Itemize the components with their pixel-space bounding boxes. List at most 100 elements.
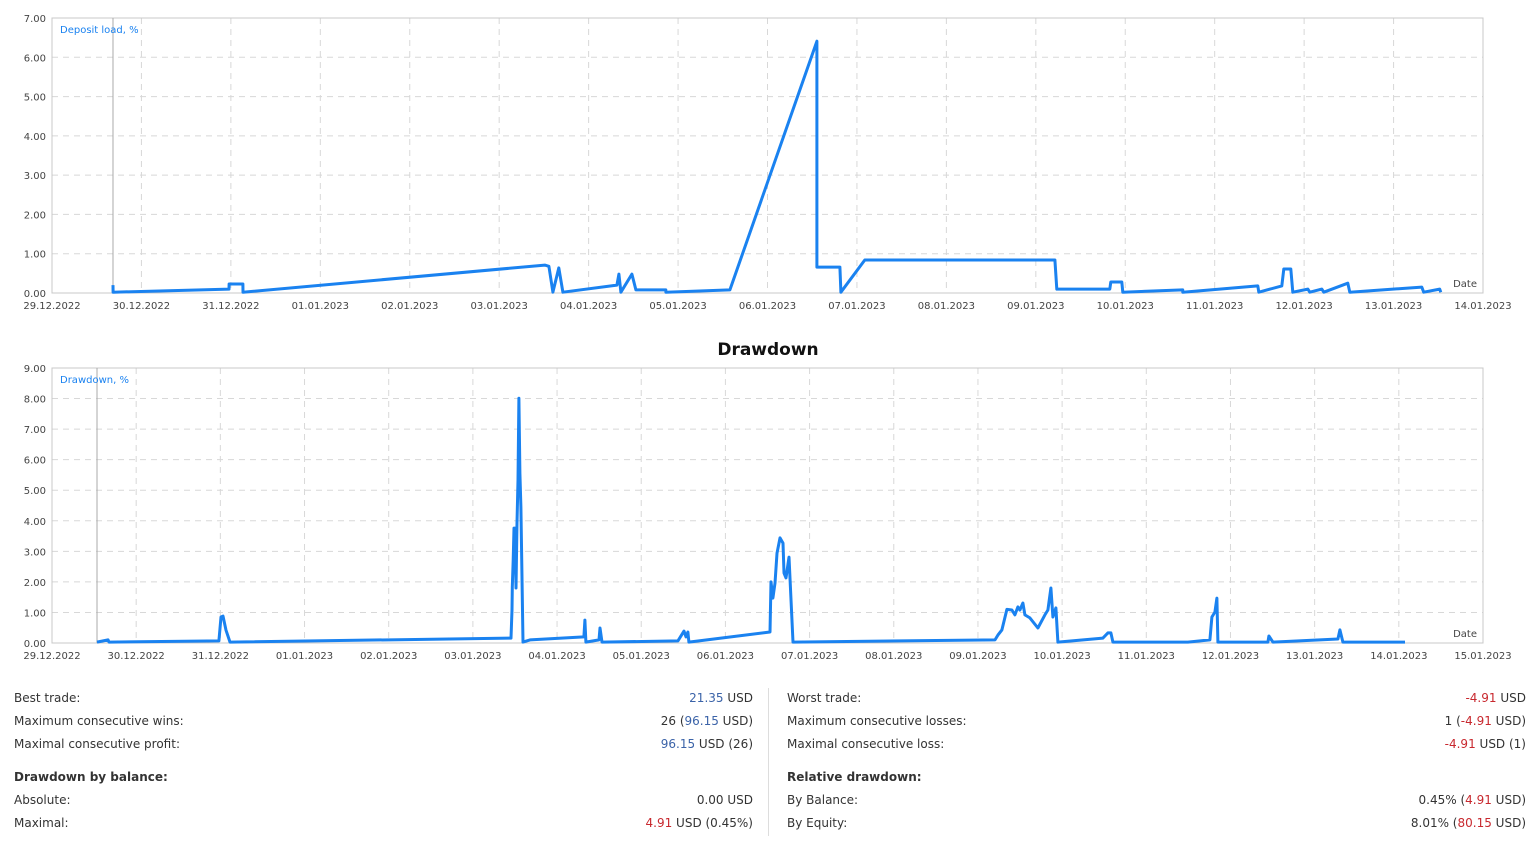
y-tick-label: 7.00	[24, 14, 46, 25]
deposit-load-chart: 0.00 1.00 2.00 3.00 4.00 5.00 6.00 7.00 29.12.20…	[23, 14, 1511, 312]
stat-row: Maximum consecutive wins: 26 (96.15 USD)	[14, 712, 753, 730]
stat-value-part: -4.91	[1465, 691, 1497, 705]
x-tick-label: 14.01.2023	[1454, 301, 1511, 312]
y-tick-label: 1.00	[24, 608, 46, 619]
stat-value-part: USD (26)	[695, 737, 753, 751]
x-tick-label: 13.01.2023	[1365, 301, 1422, 312]
x-tick-label: 30.12.2022	[108, 651, 165, 662]
stat-label: Maximum consecutive losses:	[787, 714, 967, 728]
x-tick-label: 12.01.2023	[1202, 651, 1259, 662]
y-tick-label: 4.00	[24, 517, 46, 528]
stat-row: By Equity: 8.01% (80.15 USD)	[787, 814, 1526, 832]
y-tick-label: 0.00	[24, 639, 46, 650]
y-tick-label: 5.00	[24, 93, 46, 104]
y-tick-label: 8.00	[24, 395, 46, 406]
x-tick-label: 14.01.2023	[1370, 651, 1427, 662]
x-tick-label: 02.01.2023	[360, 651, 417, 662]
y-tick-label: 3.00	[24, 171, 46, 182]
stat-value-part: 0.45% (	[1418, 793, 1466, 807]
x-tick-label: 10.01.2023	[1033, 651, 1090, 662]
series-line	[96, 396, 1405, 644]
stat-value-part: USD)	[1491, 714, 1526, 728]
stats-divider	[768, 688, 769, 836]
stat-row: Best trade: 21.35 USD	[14, 689, 753, 707]
x-tick-label: 05.01.2023	[613, 651, 670, 662]
x-axis-label: Date	[1453, 279, 1477, 290]
stat-value: -4.91 USD	[1465, 689, 1526, 707]
stat-section-heading: Relative drawdown:	[787, 770, 922, 784]
stat-label: Worst trade:	[787, 691, 862, 705]
x-tick-label: 03.01.2023	[444, 651, 501, 662]
stat-row: Relative drawdown:	[787, 768, 1526, 786]
stat-value-part: USD)	[718, 714, 753, 728]
x-tick-label: 31.12.2022	[202, 301, 259, 312]
x-tick-label: 01.01.2023	[276, 651, 333, 662]
x-tick-label: 11.01.2023	[1186, 301, 1243, 312]
stat-value: 4.91 USD (0.45%)	[646, 814, 753, 832]
x-tick-label: 11.01.2023	[1118, 651, 1175, 662]
stat-row: Worst trade: -4.91 USD	[787, 689, 1526, 707]
plot-frame	[51, 367, 1484, 644]
stat-row: Drawdown by balance:	[14, 768, 753, 786]
stat-row: Absolute: 0.00 USD	[14, 791, 753, 809]
x-tick-label: 12.01.2023	[1275, 301, 1332, 312]
x-tick-label: 04.01.2023	[560, 301, 617, 312]
x-tick-label: 29.12.2022	[23, 651, 80, 662]
stat-value-part: 21.35	[689, 691, 724, 705]
y-tick-label: 6.00	[24, 53, 46, 64]
stat-value-part: USD	[1496, 691, 1526, 705]
stat-value-part: USD)	[1491, 793, 1526, 807]
x-tick-label: 04.01.2023	[528, 651, 585, 662]
plot-frame	[51, 17, 1484, 294]
stat-value-part: 80.15	[1457, 816, 1492, 830]
x-tick-label: 06.01.2023	[697, 651, 754, 662]
legend-label: Deposit load, %	[60, 25, 139, 36]
stat-label: By Balance:	[787, 793, 859, 807]
stat-value: 0.00 USD	[697, 791, 753, 809]
y-tick-label: 6.00	[24, 456, 46, 467]
y-tick-label: 2.00	[24, 578, 46, 589]
x-tick-label: 30.12.2022	[113, 301, 170, 312]
legend-label: Drawdown, %	[60, 375, 129, 386]
x-tick-label: 01.01.2023	[292, 301, 349, 312]
y-tick-label: 3.00	[24, 547, 46, 558]
y-tick-label: 4.00	[24, 132, 46, 143]
stat-value-part: USD (1)	[1475, 737, 1526, 751]
stat-value: 1 (-4.91 USD)	[1445, 712, 1526, 730]
stat-value-part: USD)	[1491, 816, 1526, 830]
drawdown-chart-title: Drawdown	[717, 340, 819, 360]
stat-label: Maximal consecutive profit:	[14, 737, 180, 751]
y-tick-label: 7.00	[24, 425, 46, 436]
stat-row: By Balance: 0.45% (4.91 USD)	[787, 791, 1526, 809]
x-tick-label: 08.01.2023	[865, 651, 922, 662]
stat-value: 26 (96.15 USD)	[661, 712, 753, 730]
x-tick-label: 31.12.2022	[192, 651, 249, 662]
stat-value-part: 96.15	[660, 737, 696, 751]
x-tick-label: 09.01.2023	[949, 651, 1006, 662]
drawdown-chart: 0.00 1.00 2.00 3.00 4.00 5.00 6.00 7.00 8.00 9.00…	[23, 364, 1511, 662]
x-tick-label: 08.01.2023	[918, 301, 975, 312]
x-tick-label: 03.01.2023	[471, 301, 528, 312]
x-tick-label: 13.01.2023	[1286, 651, 1343, 662]
stat-value-part: 0.00 USD	[696, 793, 753, 807]
x-tick-label: 10.01.2023	[1097, 301, 1154, 312]
stat-row: Maximal consecutive loss: -4.91 USD (1)	[787, 735, 1526, 753]
stat-value-part: USD (0.45%)	[672, 816, 753, 830]
stat-value: 0.45% (4.91 USD)	[1419, 791, 1526, 809]
x-tick-label: 07.01.2023	[781, 651, 838, 662]
stat-row: Maximal consecutive profit: 96.15 USD (26…	[14, 735, 753, 753]
stat-value-part: -4.91	[1444, 737, 1476, 751]
stat-label: By Equity:	[787, 816, 848, 830]
stat-value: -4.91 USD (1)	[1445, 735, 1526, 753]
x-tick-label: 06.01.2023	[739, 301, 796, 312]
stat-value-part: 96.15	[684, 714, 719, 728]
x-tick-label: 07.01.2023	[828, 301, 885, 312]
y-tick-label: 9.00	[24, 364, 46, 375]
series-line	[111, 39, 1443, 294]
y-tick-label: 2.00	[24, 210, 46, 221]
stat-value: 96.15 USD (26)	[661, 735, 753, 753]
stat-value-part: 1 (	[1444, 714, 1461, 728]
stat-label: Best trade:	[14, 691, 81, 705]
x-tick-label: 02.01.2023	[381, 301, 438, 312]
stat-value-part: 4.91	[645, 816, 673, 830]
